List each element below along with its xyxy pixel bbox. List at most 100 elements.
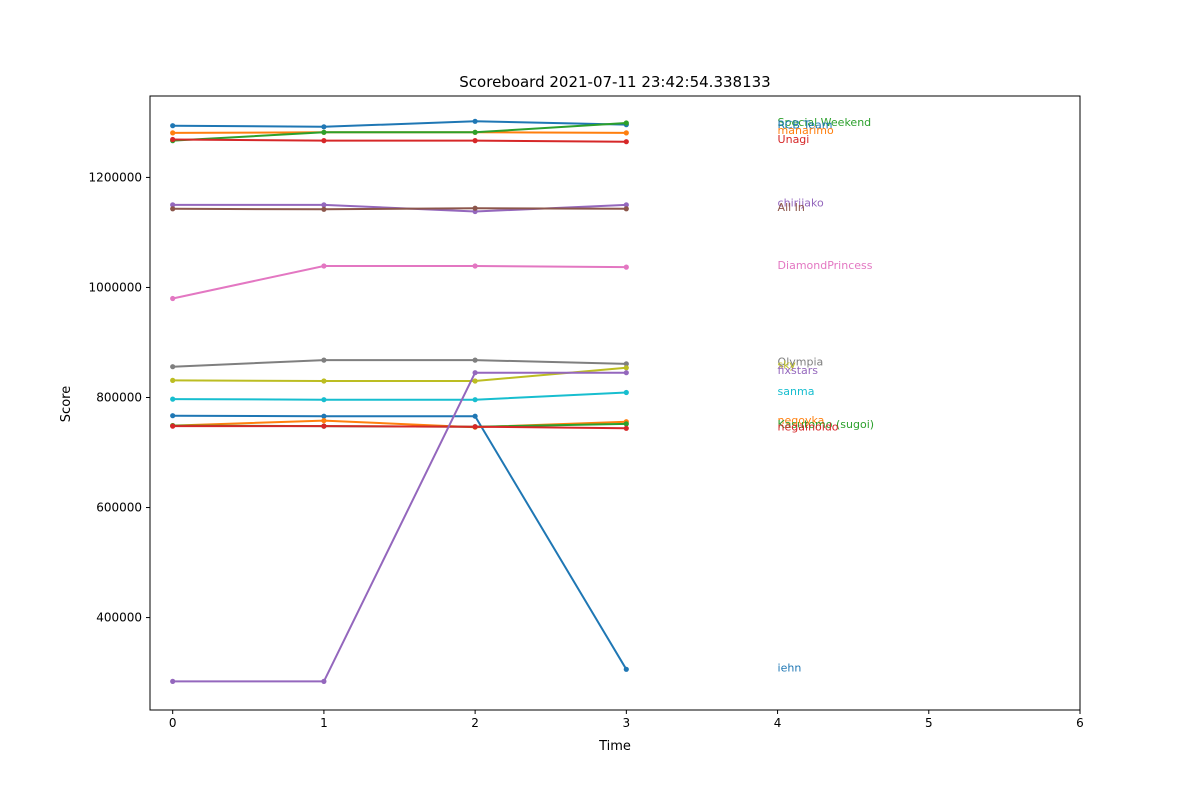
data-point — [623, 365, 629, 371]
y-tick-label: 600000 — [96, 501, 142, 515]
series-line — [172, 391, 627, 401]
team-label: Kasutomo (sugoi) — [778, 418, 875, 431]
team-label: sky — [778, 358, 797, 371]
data-point — [170, 202, 176, 208]
data-point — [623, 421, 629, 427]
data-point — [170, 377, 176, 383]
data-point — [623, 206, 629, 212]
y-tick-label: 1000000 — [89, 280, 142, 294]
team-label: Unagi — [778, 133, 810, 146]
data-point — [170, 396, 176, 402]
data-point — [623, 139, 629, 145]
data-point — [170, 295, 176, 302]
data-point — [623, 264, 629, 270]
x-tick-label: 5 — [925, 716, 933, 730]
y-tick-label: 800000 — [96, 390, 142, 404]
series-line — [172, 366, 627, 382]
team-label: sanma — [778, 385, 815, 398]
data-point — [472, 118, 478, 124]
data-point — [472, 138, 478, 144]
series-9 — [170, 389, 629, 403]
x-tick-label: 3 — [623, 716, 631, 730]
y-tick-label: 400000 — [96, 611, 142, 625]
series-line — [172, 120, 627, 128]
data-point — [623, 666, 629, 672]
data-point — [472, 263, 478, 269]
series-8 — [170, 365, 629, 384]
data-point — [170, 206, 176, 212]
team-label: fixstars — [778, 364, 819, 377]
series-13 — [170, 423, 629, 431]
team-label: iehn — [778, 662, 802, 675]
data-point — [321, 397, 327, 403]
data-point — [321, 202, 327, 208]
x-tick-label: 0 — [169, 716, 177, 730]
data-point — [170, 136, 176, 143]
data-point — [321, 263, 327, 269]
chart-title: Scoreboard 2021-07-11 23:42:54.338133 — [459, 73, 770, 91]
series-3 — [170, 136, 629, 145]
data-point — [472, 413, 478, 419]
x-axis-label: Time — [598, 739, 631, 754]
series-6 — [170, 263, 629, 302]
data-point — [170, 423, 176, 429]
series-10 — [170, 413, 629, 672]
data-point — [623, 370, 629, 376]
data-point — [472, 378, 478, 384]
data-point — [623, 361, 629, 367]
series-5 — [170, 205, 629, 212]
data-point — [321, 206, 327, 212]
team-label: Special Weekend — [778, 116, 872, 129]
data-point — [472, 357, 478, 363]
data-point — [170, 678, 176, 685]
team-label: manarimo — [778, 124, 834, 137]
data-point — [321, 124, 327, 130]
data-point — [170, 123, 176, 129]
data-point — [170, 130, 176, 136]
y-tick-label: 1200000 — [89, 170, 142, 184]
axes-frame — [149, 95, 1081, 711]
data-point — [321, 378, 327, 384]
x-tick-label: 2 — [471, 716, 479, 730]
data-point — [321, 129, 327, 135]
data-point — [623, 130, 629, 136]
series-line — [172, 371, 627, 683]
data-point — [321, 413, 327, 419]
data-point — [321, 678, 327, 685]
series-14 — [170, 370, 629, 685]
series-line — [172, 207, 627, 211]
x-tick-label: 1 — [320, 716, 328, 730]
series-line — [172, 414, 628, 670]
team-label: Olympia — [778, 356, 824, 369]
y-axis-label: Score — [59, 386, 74, 422]
team-label: negoyka — [778, 414, 825, 427]
team-label: chirijako — [778, 197, 824, 210]
series-line — [172, 425, 627, 430]
data-point — [472, 424, 478, 430]
team-label: negainoido — [778, 421, 839, 434]
team-label: RCB Team — [778, 119, 833, 132]
data-point — [472, 397, 478, 403]
series-line — [172, 122, 627, 142]
team-label: DiamondPrincess — [778, 259, 873, 272]
series-line — [172, 265, 627, 300]
series-line — [172, 138, 627, 143]
data-point — [472, 129, 478, 135]
data-point — [623, 120, 629, 126]
series-line — [172, 359, 627, 368]
x-tick-label: 4 — [774, 716, 782, 730]
data-point — [623, 202, 629, 208]
data-point — [321, 138, 327, 144]
data-point — [472, 370, 478, 376]
data-point — [321, 418, 327, 424]
data-point — [321, 423, 327, 429]
data-point — [623, 425, 629, 431]
team-label: All In — [778, 201, 805, 214]
data-point — [170, 413, 176, 419]
data-point — [170, 364, 176, 370]
series-7 — [170, 357, 629, 370]
data-point — [472, 205, 478, 211]
data-point — [623, 389, 629, 396]
